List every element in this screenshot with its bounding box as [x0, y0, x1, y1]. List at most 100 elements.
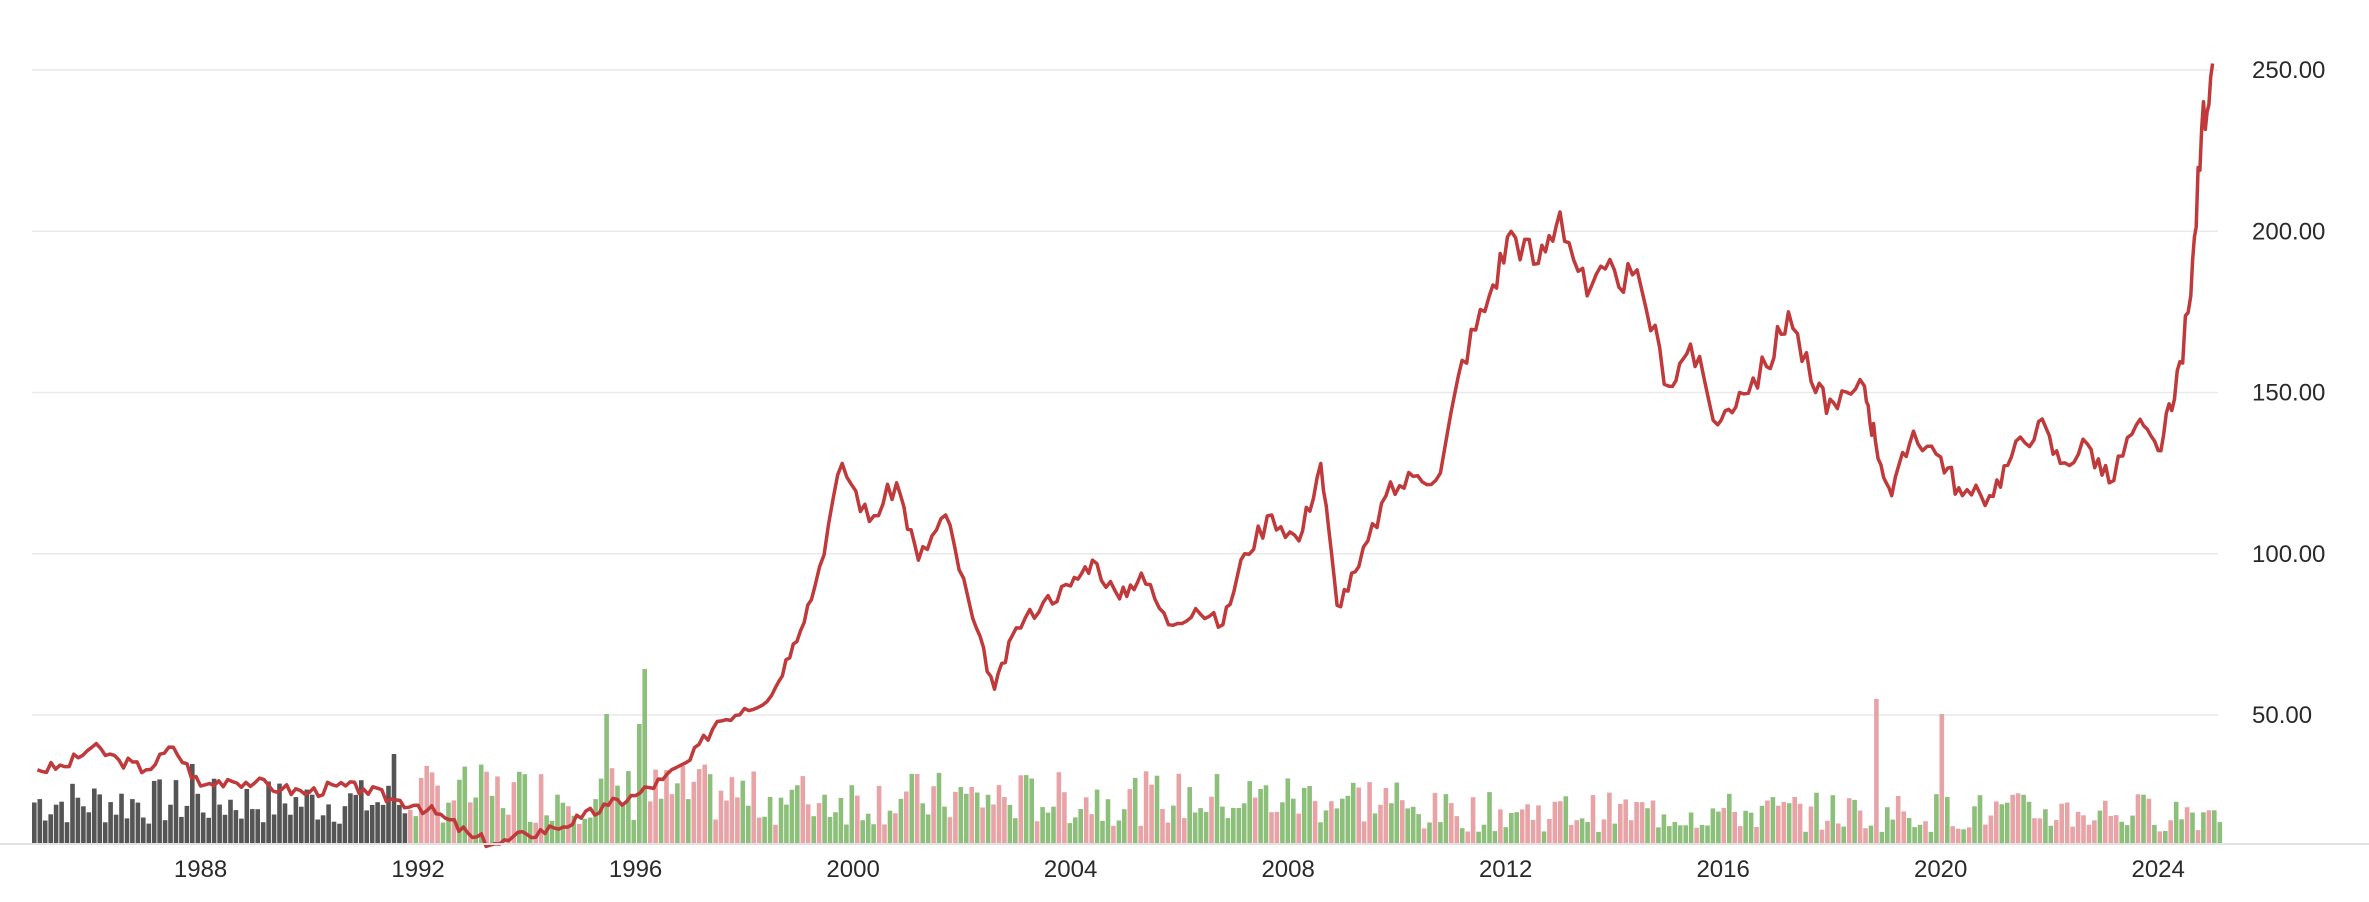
volume-bar [1165, 822, 1171, 844]
volume-bar [2015, 793, 2021, 844]
volume-bar [653, 769, 658, 844]
volume-bar [2195, 830, 2201, 844]
volume-bar [1356, 787, 1361, 844]
volume-bar [1018, 775, 1024, 844]
volume-bar [141, 817, 146, 844]
volume-bar [353, 794, 359, 844]
volume-bar [1372, 813, 1378, 844]
volume-bar [1705, 825, 1710, 844]
volume-bar [593, 799, 598, 844]
volume-bar [2043, 809, 2048, 844]
volume-bar [179, 816, 184, 844]
volume-bar [1231, 807, 1236, 844]
volume-bar [64, 822, 70, 844]
volume-bar [626, 771, 631, 844]
volume-bar [233, 810, 239, 844]
volume-bar [1901, 811, 1906, 844]
volume-bar [1934, 794, 1939, 844]
volume-bar [762, 816, 767, 844]
volume-bar [827, 817, 833, 844]
volume-bar [2168, 820, 2173, 844]
volume-bar [1481, 824, 1487, 844]
volume-bar [1514, 812, 1519, 844]
volume-bar [1438, 822, 1443, 844]
volume-bar [582, 818, 587, 844]
volume-bar [397, 804, 402, 844]
volume-bar [1040, 807, 1045, 844]
volume-bar [1291, 798, 1296, 844]
volume-bar [1928, 831, 1934, 844]
price-series [36, 63, 2215, 849]
volume-bar [1269, 812, 1274, 844]
volume-bar [707, 774, 713, 844]
volume-bar [1318, 822, 1323, 844]
volume-bar [511, 782, 517, 844]
volume-bar [1618, 803, 1623, 844]
volume-bar [1378, 804, 1383, 844]
volume-bar [1563, 796, 1569, 844]
volume-bar [696, 769, 702, 844]
volume-bar [2124, 825, 2130, 844]
volume-bar [402, 813, 408, 844]
volume-bar [805, 804, 811, 844]
volume-bar [778, 797, 784, 844]
volume-bar [675, 783, 680, 844]
volume-bar [1917, 824, 1923, 844]
volume-bar [97, 794, 102, 844]
volume-bar [969, 787, 974, 844]
volume-bar [1089, 814, 1094, 844]
volume-bar [2004, 802, 2010, 844]
volume-bar [506, 814, 511, 844]
volume-bar [942, 806, 947, 844]
volume-bar [462, 766, 468, 844]
volume-bar [1525, 804, 1530, 844]
volume-bar [1476, 831, 1481, 844]
volume-bar [1590, 795, 1596, 844]
volume-bar [1852, 799, 1857, 844]
volume-bar [718, 790, 724, 844]
volume-bar [304, 789, 310, 844]
volume-bar [1961, 829, 1966, 844]
volume-bar [326, 804, 331, 844]
volume-bar [1836, 823, 1841, 844]
volume-bar [1814, 792, 1819, 844]
volume-bar [1727, 793, 1732, 844]
volume-bar [2032, 818, 2037, 844]
volume-bar [1323, 810, 1329, 844]
volume-bar [1743, 810, 1748, 844]
volume-bar [1912, 827, 1917, 844]
volume-bar [773, 824, 778, 844]
volume-bar [1885, 807, 1890, 844]
volume-bar [1754, 827, 1759, 844]
y-tick-label: 100.00 [2252, 541, 2325, 568]
volume-bar [1122, 809, 1127, 844]
volume-bar [893, 813, 898, 844]
volume-bar [947, 817, 953, 844]
volume-bar [255, 809, 260, 844]
volume-bar [1825, 820, 1830, 844]
volume-bar [860, 820, 865, 844]
volume-bar [1214, 774, 1220, 844]
volume-bar [1247, 781, 1252, 844]
volume-bar [1547, 819, 1552, 844]
volume-bar [1421, 828, 1427, 844]
volume-bar [1432, 792, 1438, 844]
volume-bar [1345, 795, 1351, 844]
volume-bar [811, 816, 816, 844]
volume-bar [2163, 831, 2168, 844]
volume-bar [102, 822, 108, 844]
volume-bar [484, 771, 489, 844]
volume-bar [1470, 797, 1476, 844]
volume-bar [2092, 820, 2097, 844]
volume-bar [953, 791, 958, 844]
volume-bar [1007, 804, 1013, 844]
volume-bar [925, 814, 931, 844]
volume-bar [822, 794, 827, 844]
volume-bar [440, 822, 446, 844]
volume-bar [1334, 808, 1340, 844]
volume-bar [260, 822, 266, 844]
volume-bar [1487, 792, 1492, 844]
volume-bar [1612, 823, 1618, 844]
volume-bar [1410, 806, 1416, 844]
